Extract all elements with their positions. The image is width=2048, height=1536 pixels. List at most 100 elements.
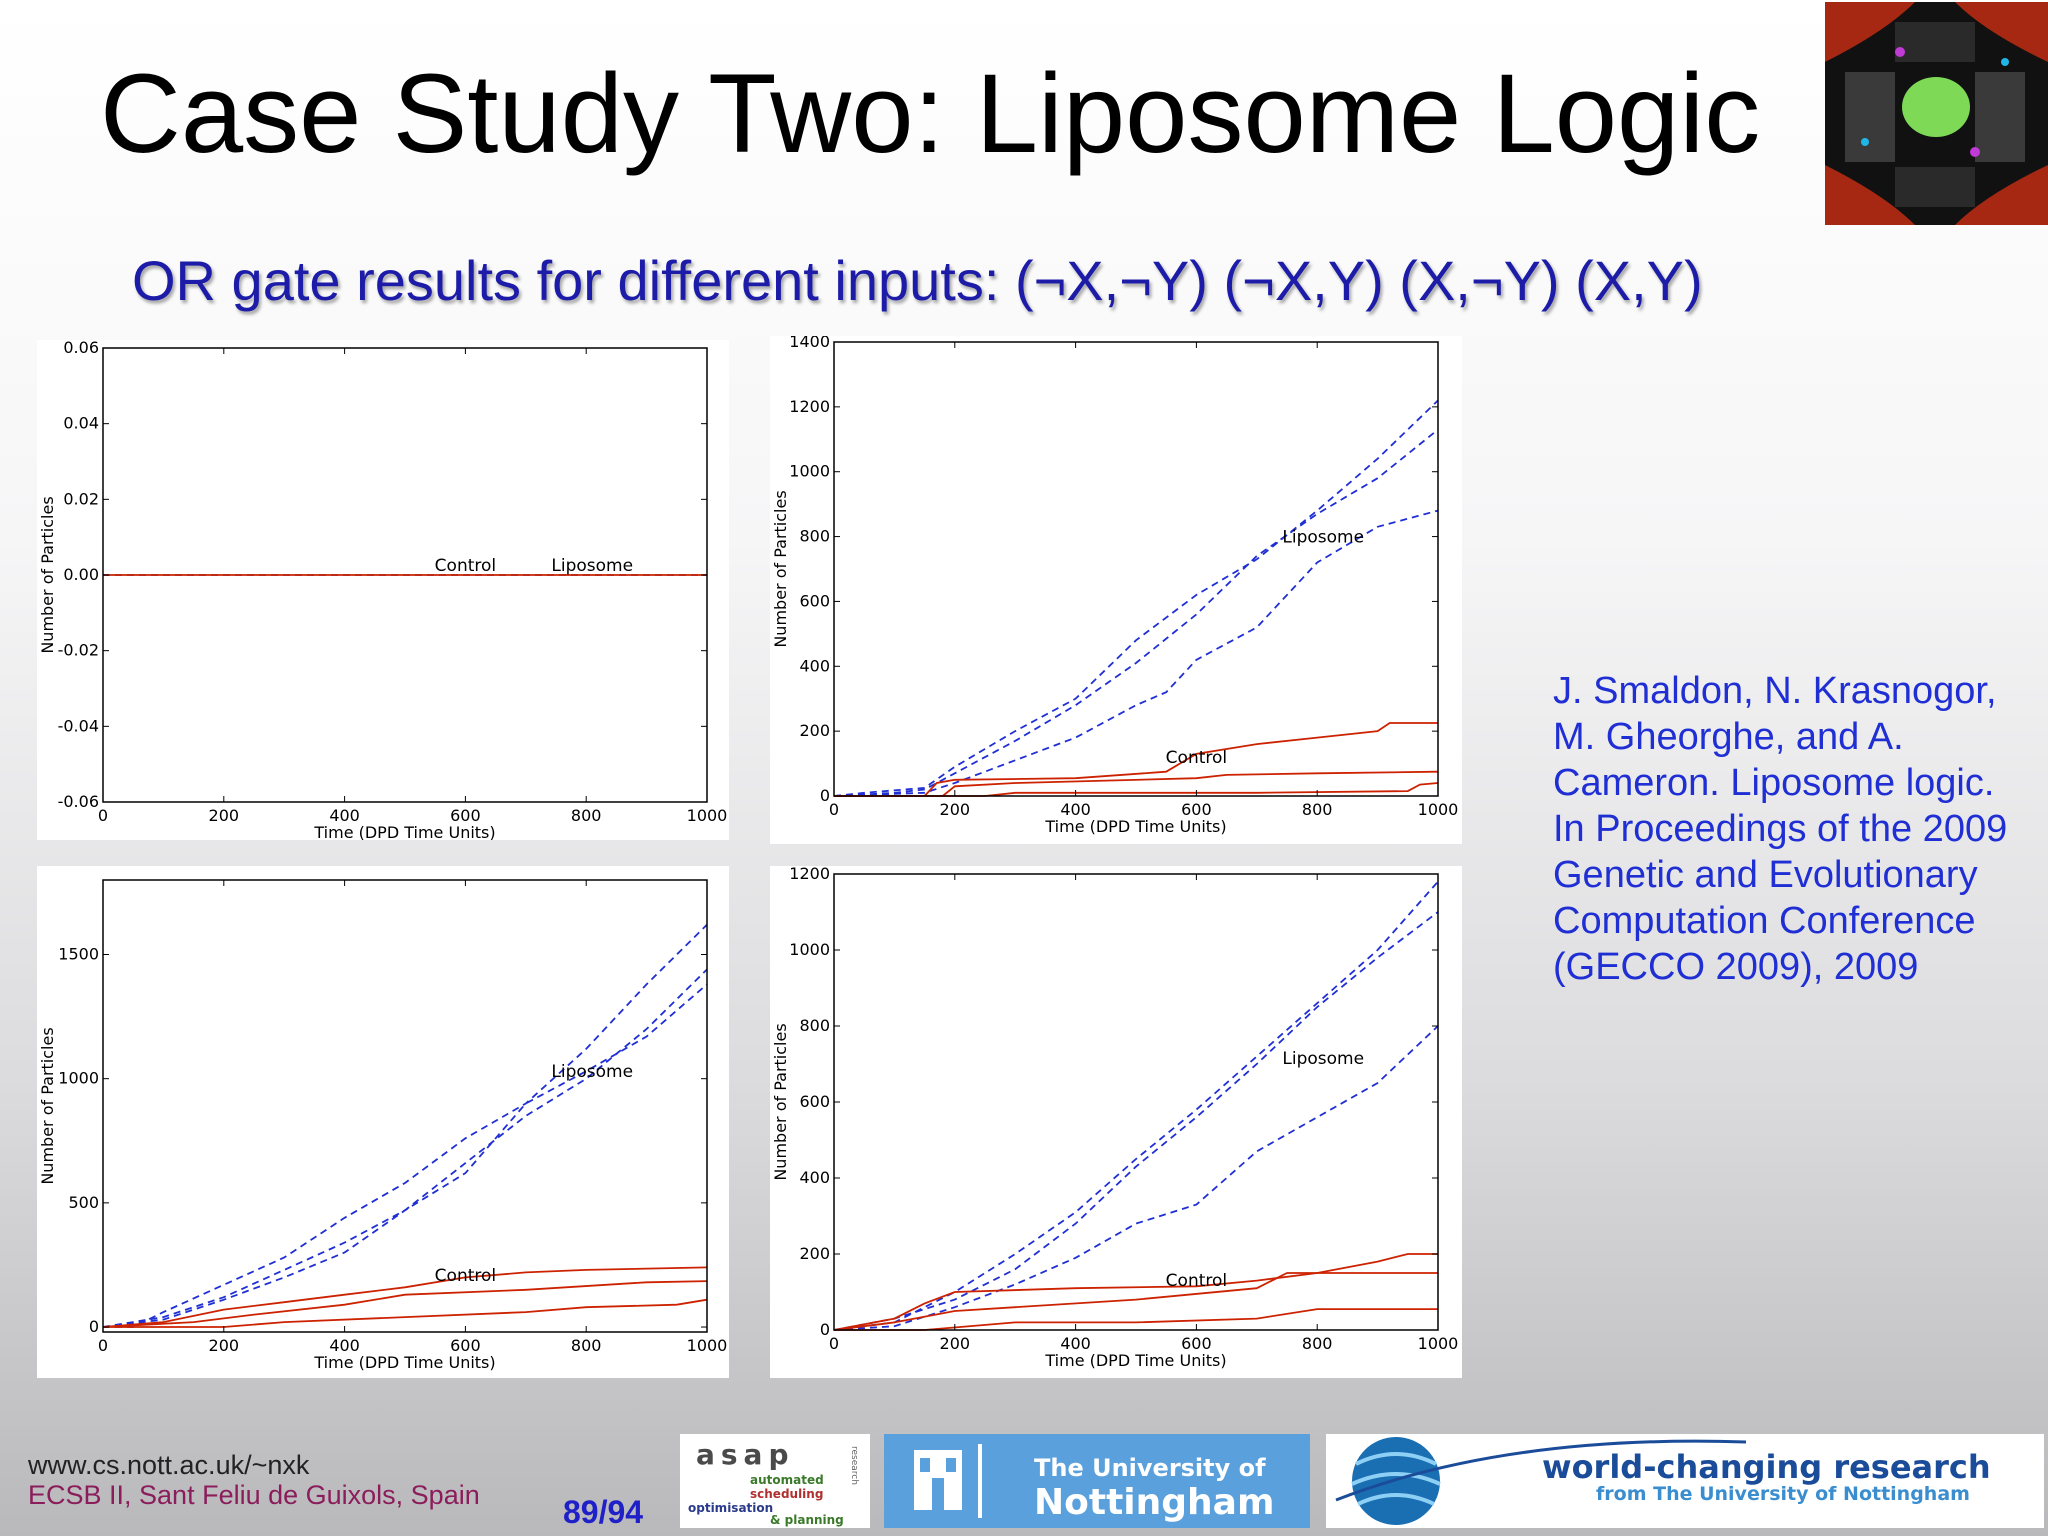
control-series-line: [102, 1266, 708, 1328]
page-number: 89/94: [563, 1494, 644, 1530]
x-tick-label: 800: [1302, 1334, 1333, 1353]
asap-logo-line2: scheduling: [750, 1487, 823, 1501]
y-tick-label: 0: [89, 1317, 99, 1336]
y-tick-label: 1200: [789, 397, 830, 416]
y-tick-label: 0.02: [63, 489, 99, 508]
liposome-series-line: [833, 428, 1439, 797]
chart-x-y: 0 200 400 600 800 1000 0 200 400 600 800 1000 1200 Ti…: [771, 866, 1459, 1370]
control-series-line: [833, 1253, 1438, 1331]
y-tick-label: 1400: [789, 336, 830, 351]
liposome-series-line: [102, 968, 708, 1328]
x-tick-label: 800: [571, 1336, 602, 1355]
x-tick-label: 400: [329, 1336, 360, 1355]
chart-x-noty: 0 200 400 600 800 1000 0 500 1000 1500 Time (DPD T…: [38, 879, 728, 1372]
citation-text: J. Smaldon, N. Krasnogor, M. Gheorghe, a…: [1553, 670, 2008, 988]
x-tick-label: 200: [940, 1334, 971, 1353]
liposome-series-line: [833, 399, 1439, 797]
liposome-series-line: [833, 509, 1439, 797]
nottingham-logo-line2: Nottingham: [1034, 1482, 1274, 1523]
x-tick-label: 1000: [1418, 800, 1459, 819]
control-series-line: [834, 770, 1439, 797]
x-tick-label: 800: [1302, 800, 1333, 819]
world-changing-research-logo: world-changing research from The Univers…: [1326, 1434, 2044, 1528]
series-annotation: Liposome: [551, 1062, 633, 1082]
y-tick-label: 1000: [789, 940, 830, 959]
asap-logo: asap research automated scheduling optim…: [680, 1434, 870, 1528]
series-annotation: Liposome: [1282, 527, 1364, 547]
x-tick-label: 0: [829, 800, 839, 819]
asap-logo-title: asap: [696, 1438, 795, 1471]
asap-logo-line3: optimisation: [688, 1501, 773, 1515]
slide-title: Case Study Two: Liposome Logic: [100, 51, 1761, 176]
y-tick-label: 0.04: [63, 414, 99, 433]
chart-panel-1: 0 200 400 600 800 1000 -0.06 -0.04 -0.02 0.00 0.02…: [37, 340, 729, 840]
x-tick-label: 600: [450, 1336, 481, 1355]
x-tick-label: 0: [829, 1334, 839, 1353]
y-tick-label: 200: [799, 1244, 830, 1263]
footer-url[interactable]: www.cs.nott.ac.uk/~nxk: [28, 1450, 310, 1480]
x-tick-label: 200: [940, 800, 971, 819]
y-axis-label: Number of Particles: [38, 496, 57, 653]
x-tick-label: 400: [1060, 1334, 1091, 1353]
control-series-line: [834, 722, 1438, 797]
y-axis-label: Number of Particles: [38, 1027, 57, 1184]
chart-panel-4: 0 200 400 600 800 1000 0 200 400 600 800 1000 1200 Ti…: [770, 866, 1462, 1378]
x-tick-label: 200: [209, 806, 240, 825]
control-series-line: [834, 1308, 1438, 1331]
y-tick-label: 800: [799, 1016, 830, 1035]
x-tick-label: 600: [1181, 800, 1212, 819]
asap-logo-line4: & planning: [770, 1513, 844, 1527]
series-annotation: Liposome: [551, 556, 633, 576]
x-axis-label: Time (DPD Time Units): [1044, 817, 1226, 836]
y-axis-label: Number of Particles: [771, 1023, 790, 1180]
y-tick-label: -0.02: [58, 641, 99, 660]
x-tick-label: 1000: [687, 1336, 728, 1355]
x-tick-label: 200: [209, 1336, 240, 1355]
x-tick-label: 400: [329, 806, 360, 825]
x-axis-label: Time (DPD Time Units): [313, 1353, 495, 1372]
y-tick-label: 400: [799, 1168, 830, 1187]
control-series-line: [833, 1272, 1438, 1331]
world-logo-line2: from The University of Nottingham: [1596, 1483, 1970, 1505]
x-tick-label: 1000: [1418, 1334, 1459, 1353]
y-tick-label: 600: [799, 591, 830, 610]
chart-notx-noty: 0 200 400 600 800 1000 -0.06 -0.04 -0.02 0.00 0.02…: [38, 340, 727, 840]
liposome-series-line: [833, 881, 1439, 1331]
y-tick-label: 0: [820, 1320, 830, 1339]
slide-subtitle: OR gate results for different inputs: (¬…: [132, 249, 1703, 312]
series-annotation: Control: [435, 1266, 496, 1286]
x-tick-label: 600: [450, 806, 481, 825]
x-tick-label: 600: [1181, 1334, 1212, 1353]
liposome-series-line: [833, 911, 1439, 1331]
x-tick-label: 0: [98, 1336, 108, 1355]
series-annotation: Liposome: [1282, 1049, 1364, 1069]
chart-panel-3: 0 200 400 600 800 1000 0 500 1000 1500 Time (DPD T…: [37, 866, 729, 1378]
asap-logo-side: research: [849, 1446, 859, 1485]
y-tick-label: 0.06: [63, 340, 99, 357]
control-series-line: [103, 1298, 708, 1328]
footer-conference: ECSB II, Sant Feliu de Guixols, Spain: [28, 1480, 480, 1510]
y-axis-label: Number of Particles: [771, 490, 790, 647]
y-tick-label: 400: [799, 656, 830, 675]
y-tick-label: 800: [799, 527, 830, 546]
liposome-series-line: [102, 983, 708, 1328]
liposome-series-line: [103, 924, 708, 1328]
corner-simulation-image: [1825, 2, 2048, 225]
series-annotation: Control: [1166, 748, 1227, 768]
x-tick-label: 400: [1060, 800, 1091, 819]
y-tick-label: 600: [799, 1092, 830, 1111]
x-tick-label: 0: [98, 806, 108, 825]
liposome-series-line: [833, 1025, 1439, 1331]
y-tick-label: -0.06: [58, 792, 99, 811]
asap-logo-line1: automated: [750, 1473, 824, 1487]
y-tick-label: 1000: [789, 462, 830, 481]
x-tick-label: 800: [571, 806, 602, 825]
y-tick-label: 1000: [58, 1069, 99, 1088]
x-axis-label: Time (DPD Time Units): [1044, 1351, 1226, 1370]
y-tick-label: 0.00: [63, 565, 99, 584]
plot-frame: [102, 879, 708, 1333]
world-logo-line1: world-changing research: [1542, 1448, 1991, 1486]
y-tick-label: 1200: [789, 866, 830, 883]
control-series-line: [102, 1280, 708, 1328]
plot-frame: [833, 873, 1439, 1331]
